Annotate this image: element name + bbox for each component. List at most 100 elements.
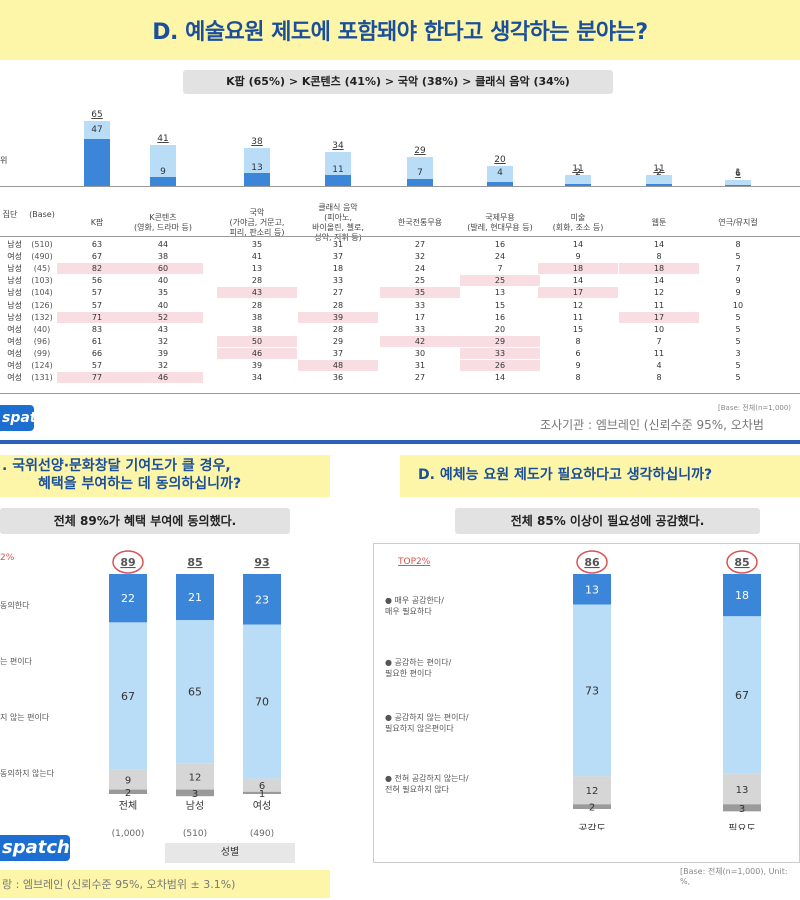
q2-group-label: 성별 bbox=[165, 843, 295, 863]
row-base: (99) bbox=[33, 348, 51, 358]
row-base: (104) bbox=[31, 288, 53, 298]
table-cell: 15 bbox=[494, 300, 506, 310]
highlight-cell bbox=[460, 275, 540, 287]
table-cell: 83 bbox=[91, 324, 103, 334]
highlight-cell bbox=[57, 311, 137, 323]
stack-segment bbox=[573, 804, 611, 809]
table-cell: 46 bbox=[251, 348, 263, 358]
table-cell: 33 bbox=[414, 300, 426, 310]
row-base: (96) bbox=[33, 336, 51, 346]
row-label: 남성 bbox=[7, 276, 22, 286]
table-cell: 28 bbox=[251, 276, 263, 286]
top2-value: 86 bbox=[584, 556, 600, 569]
table-cell: 5 bbox=[735, 324, 741, 334]
highlight-cell bbox=[298, 311, 378, 323]
legend-item: ● 공감하는 편이다/ 필요한 편이다 bbox=[385, 658, 452, 678]
table-cell: 35 bbox=[157, 288, 169, 298]
table-cell: 29 bbox=[494, 336, 506, 346]
table-cell: 82 bbox=[91, 264, 103, 274]
bar-first bbox=[407, 179, 433, 186]
top2-circle bbox=[112, 550, 144, 574]
category-label: 필요도 bbox=[728, 823, 756, 830]
q2-top2-label: 2% bbox=[0, 553, 15, 563]
table-row: 여성 (490) 67 38 41 37 32 24 9 8 5 bbox=[0, 251, 800, 262]
row-label: 남성 bbox=[7, 288, 22, 298]
table-cell: 26 bbox=[494, 361, 506, 370]
stack-segment bbox=[243, 574, 281, 625]
table-header-rule bbox=[0, 236, 800, 237]
table-cell: 24 bbox=[414, 264, 426, 274]
q3-summary-pill: 전체 85% 이상이 필요성에 공감했다. bbox=[455, 508, 760, 534]
table-cell: 32 bbox=[414, 252, 426, 262]
table-cell: 37 bbox=[332, 252, 344, 262]
table-cell: 8 bbox=[656, 373, 662, 383]
table-cell: 18 bbox=[572, 264, 584, 274]
highlight-cell bbox=[460, 335, 540, 347]
bar-first-label: 1 bbox=[735, 168, 741, 178]
section-divider bbox=[0, 440, 800, 444]
table-cell: 52 bbox=[157, 312, 169, 322]
table-cell: 36 bbox=[332, 373, 344, 383]
table-cell: 39 bbox=[157, 348, 169, 358]
bar-total-label: 38 bbox=[251, 137, 263, 147]
highlight-cell bbox=[217, 335, 297, 347]
table-cell: 5 bbox=[735, 336, 741, 346]
table-cell: 33 bbox=[414, 324, 426, 334]
column-header: 클래식 음악 (피아노, 바이올린, 첼로, 성악, 지휘 등) bbox=[312, 203, 364, 242]
bar-first-label: 2 bbox=[656, 168, 662, 178]
row-label: 남성 bbox=[7, 300, 22, 310]
table-cell: 7 bbox=[497, 264, 503, 274]
table-cell: 43 bbox=[251, 288, 263, 298]
table-cell: 31 bbox=[332, 240, 344, 249]
highlight-cell bbox=[619, 263, 699, 275]
segment-label: 3 bbox=[192, 789, 198, 800]
row-base: (131) bbox=[31, 373, 53, 383]
table-cell: 25 bbox=[414, 276, 426, 286]
highlight-cell bbox=[123, 311, 203, 323]
highlight-cell bbox=[460, 360, 540, 371]
bar-total-label: 34 bbox=[332, 141, 344, 151]
base-count: (1,000) bbox=[111, 829, 145, 839]
q2-band bbox=[0, 455, 330, 497]
bar-first-label: 13 bbox=[251, 163, 262, 173]
table-cell: 9 bbox=[575, 252, 581, 262]
stack-segment bbox=[176, 789, 214, 797]
table-cell: 9 bbox=[575, 361, 581, 370]
q3-base-note: [Base: 전체(n=1,000), Unit: %, bbox=[680, 867, 788, 886]
column-header: 웹툰 bbox=[651, 218, 667, 227]
stack-segment bbox=[723, 773, 761, 805]
column-header: K팝 bbox=[90, 218, 104, 227]
table-cell: 34 bbox=[251, 373, 263, 383]
table-cell: 8 bbox=[656, 252, 662, 262]
segment-label: 2 bbox=[125, 788, 131, 799]
table-cell: 32 bbox=[157, 361, 169, 370]
table-cell: 38 bbox=[157, 252, 169, 262]
stack-segment bbox=[243, 778, 281, 792]
table-cell: 11 bbox=[572, 312, 584, 322]
bar-total bbox=[565, 175, 591, 186]
table-cell: 20 bbox=[494, 324, 506, 334]
table-cell: 5 bbox=[735, 361, 741, 370]
column-header: 국악 (가야금, 거문고, 피리, 판소리 등) bbox=[229, 208, 285, 237]
row-base: (40) bbox=[33, 324, 51, 334]
highlight-cell bbox=[217, 287, 297, 299]
row-base: (490) bbox=[31, 252, 53, 262]
table-cell: 10 bbox=[732, 300, 744, 310]
row-base: (124) bbox=[31, 361, 53, 370]
table-cell: 39 bbox=[332, 312, 344, 322]
row-base: (132) bbox=[31, 312, 53, 322]
top2-circle bbox=[576, 550, 608, 574]
stack-segment bbox=[109, 622, 147, 770]
table-cell: 7 bbox=[735, 264, 741, 274]
table-cell: 57 bbox=[91, 300, 103, 310]
column-header: 연극/뮤지컬 bbox=[718, 218, 758, 227]
table-cell: 50 bbox=[251, 336, 263, 346]
segment-label: 67 bbox=[121, 690, 135, 703]
source-note: 조사기관 : 엠브레인 (신뢰수준 95%, 오차범 bbox=[540, 418, 764, 432]
top2-circle bbox=[726, 550, 758, 574]
bar-total-label: 41 bbox=[157, 134, 168, 144]
row-base: (45) bbox=[33, 264, 51, 274]
table-cell: 25 bbox=[494, 276, 506, 286]
stack-segment bbox=[573, 574, 611, 605]
bar-total-label: 20 bbox=[494, 155, 506, 165]
